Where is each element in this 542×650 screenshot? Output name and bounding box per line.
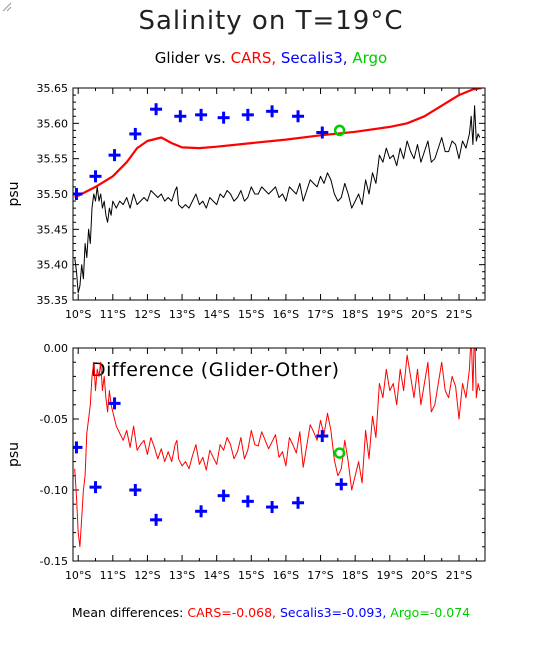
marker-secalis3 [108,397,121,410]
panel-frame [72,87,486,301]
legend-subtitle: Glider vs. CARS, Secalis3, Argo [0,49,542,67]
x-tick-label: 13°S [169,569,195,582]
marker-argo [333,124,346,137]
y-tick-label: -0.15 [40,555,68,568]
marker-secalis3 [217,111,230,124]
marker-argo [333,447,346,459]
x-tick-label: 11°S [100,308,126,321]
marker-secalis3 [73,188,83,200]
x-tick-label: 20°S [411,308,437,321]
marker-secalis3 [195,505,208,518]
marker-secalis3 [108,149,121,162]
y-tick-label: 35.55 [37,153,69,166]
footer-prefix: Mean differences: [71,605,188,620]
y-tick-label: -0.10 [40,484,68,497]
panel-annotation: Difference (Glider-Other) [91,359,340,381]
marker-secalis3 [150,103,163,116]
footer-item-2: Argo=-0.074 [390,605,471,620]
x-tick-label: 15°S [238,569,264,582]
marker-secalis3 [241,495,254,508]
y-tick-label: 35.50 [37,188,69,201]
y-tick-label: 35.35 [37,294,69,307]
x-tick-label: 12°S [134,308,160,321]
plot-area [73,348,481,548]
x-tick-label: 17°S [307,308,333,321]
marker-secalis3 [292,496,305,509]
marker-secalis3 [129,484,142,496]
x-tick-label: 15°S [238,308,264,321]
marker-secalis3 [150,513,163,526]
chart-title: Salinity on T=19°C [138,6,404,36]
y-tick-label: 35.40 [37,259,69,272]
footer-separator: , [272,605,280,620]
resize-grip-icon[interactable] [0,0,12,12]
y-axis-label: psu [6,181,22,206]
footer-item-0: CARS=-0.068 [187,605,273,620]
marker-secalis3 [316,430,329,443]
plot-area [73,88,482,294]
marker-secalis3 [195,108,208,121]
x-tick-label: 14°S [203,569,229,582]
marker-secalis3 [73,441,83,454]
marker-secalis3 [292,110,305,123]
x-tick-label: 21°S [446,569,472,582]
y-tick-label: 35.45 [37,223,69,236]
marker-secalis3 [316,126,329,139]
series-line-cars [74,88,482,199]
y-tick-label: 35.65 [37,82,69,95]
marker-secalis3 [129,127,142,140]
series-line-cars [74,348,481,548]
y-tick-label: 0.00 [44,342,69,355]
x-tick-label: 14°S [203,308,229,321]
x-tick-label: 17°S [307,569,333,582]
x-tick-label: 10°S [65,569,91,582]
x-tick-label: 16°S [273,308,299,321]
footer-item-1: Secalis3=-0.093 [279,605,383,620]
x-tick-label: 20°S [411,569,437,582]
x-tick-label: 10°S [65,308,91,321]
panel-2: -0.15 -0.10 -0.05 0.00 10°S 11°S 12°S 13°S 14°S 1… [6,342,486,582]
panel-frame [72,347,486,562]
x-tick-label: 19°S [377,569,403,582]
y-tick-label: 35.60 [37,117,69,130]
series-line-glider [74,105,481,294]
x-tick-label: 11°S [100,569,126,582]
x-tick-label: 16°S [273,569,299,582]
marker-secalis3 [266,501,279,514]
marker-secalis3 [241,108,254,121]
x-tick-label: 19°S [377,308,403,321]
legend-prefix: Glider vs. [154,49,231,67]
legend-entry-secalis3: Secalis3 [280,49,343,67]
legend-separator: , [271,49,281,67]
footer-separator: , [382,605,391,620]
marker-secalis3 [266,105,279,118]
marker-secalis3 [335,478,348,491]
x-tick-label: 18°S [342,308,368,321]
legend-entry-cars: CARS [230,49,272,67]
marker-secalis3 [217,489,230,502]
marker-secalis3 [89,170,102,183]
x-tick-label: 18°S [342,569,368,582]
x-tick-label: 21°S [446,308,472,321]
panel-1: 35.35 35.40 35.45 35.50 35.55 35.60 35.65 10°S 1… [6,82,486,321]
marker-secalis3 [89,481,102,494]
x-tick-label: 12°S [134,569,160,582]
legend-separator: , [342,49,353,67]
x-tick-label: 13°S [169,308,195,321]
legend-entry-argo: Argo [352,49,388,67]
y-axis-label: psu [6,442,22,467]
mean-differences-footer: Mean differences: CARS=-0.068, Secalis3=… [0,605,542,620]
marker-secalis3 [174,110,187,123]
y-tick-label: -0.05 [40,413,68,426]
